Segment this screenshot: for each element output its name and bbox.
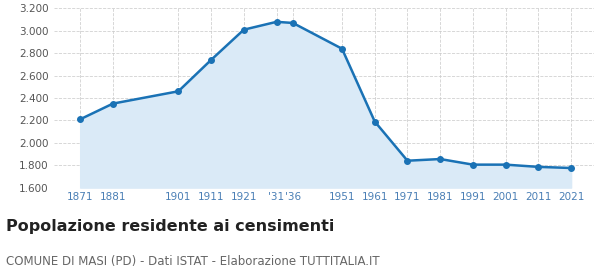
- Text: Popolazione residente ai censimenti: Popolazione residente ai censimenti: [6, 219, 334, 234]
- Text: COMUNE DI MASI (PD) - Dati ISTAT - Elaborazione TUTTITALIA.IT: COMUNE DI MASI (PD) - Dati ISTAT - Elabo…: [6, 255, 380, 268]
